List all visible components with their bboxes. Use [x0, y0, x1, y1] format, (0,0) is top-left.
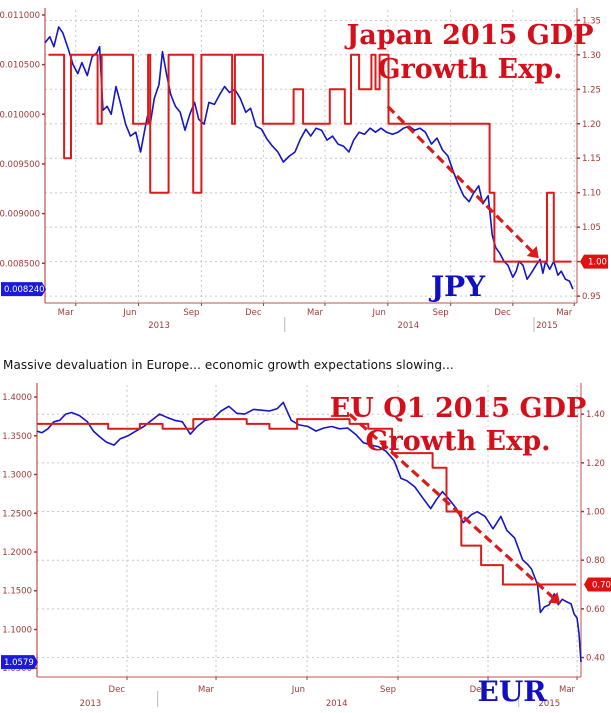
right-axis-tick-label: 1.25: [582, 85, 601, 95]
x-axis-tick-label: Dec: [494, 308, 511, 318]
gdp-expectation-line: [37, 418, 577, 586]
x-axis-tick-label: Dec: [109, 685, 126, 695]
right-axis-tick-label: 1.40: [586, 410, 605, 420]
chart-title-line2: Growth Exp.: [378, 54, 563, 85]
left-axis-tick-label: 1.3000: [2, 471, 32, 481]
left-axis-tick-label: 1.0500: [2, 664, 32, 674]
x-axis-year-label: 2015: [539, 699, 561, 709]
x-axis-year-label: 2014: [326, 699, 348, 709]
right-axis-tick-label: 1.35: [582, 16, 601, 26]
chart-title-line1: EU Q1 2015 GDP: [330, 393, 587, 424]
last-value-badge-left: [1, 655, 38, 670]
x-axis-tick-label: Mar: [307, 308, 324, 318]
trend-arrow-head: [548, 592, 561, 604]
x-axis-tick-label: Mar: [556, 308, 573, 318]
left-axis-tick-label: 0.008500: [0, 259, 40, 269]
jpy-chart: 0.008500 0.009000 0.009500 0.010000 0.010500…: [0, 0, 611, 332]
last-value-left-text: 1.0579: [4, 658, 34, 668]
x-axis-tick-label: Dec: [470, 685, 487, 695]
x-axis-year-label: 2013: [148, 321, 170, 331]
x-axis-year-label: 2015: [536, 321, 558, 331]
left-axis-tick-label: 1.4000: [2, 393, 32, 403]
left-axis-tick-label: 0.010500: [0, 61, 40, 71]
chart-title-line1: Japan 2015 GDP: [345, 20, 594, 51]
caption-text: Massive devaluation in Europe... economi…: [3, 358, 454, 372]
trend-arrow-head: [526, 246, 539, 259]
x-axis-tick-label: Jun: [122, 308, 136, 318]
x-axis-tick-label: Mar: [58, 308, 75, 318]
chart-title-line2: Growth Exp.: [366, 426, 551, 457]
last-value-left-text: 0.008240: [4, 285, 45, 295]
x-axis-tick-label: Sep: [380, 685, 396, 695]
fx-rate-line: [36, 401, 582, 663]
right-axis-tick-label: 0.60: [586, 605, 605, 615]
right-axis-tick-label: 0.95: [582, 292, 601, 302]
jpy-chart-svg: 0.008500 0.009000 0.009500 0.010000 0.010500…: [0, 8, 608, 332]
eur-chart: 1.0500 1.1000 1.1500 1.2000 1.2500 1.3000 1.35…: [0, 380, 611, 713]
left-axis-tick-label: 1.3500: [2, 432, 32, 442]
right-axis-tick-label: 1.10: [582, 189, 601, 199]
x-axis-tick-label: Jun: [291, 685, 305, 695]
last-value-badge-right: [584, 577, 611, 592]
right-axis-tick-label: 1.20: [582, 120, 601, 130]
x-axis-tick-label: Sep: [183, 308, 199, 318]
x-axis-tick-label: Mar: [559, 685, 576, 695]
x-axis-year-label: 2013: [80, 699, 102, 709]
currency-label: EUR: [477, 675, 547, 708]
left-axis-tick-label: 1.2500: [2, 509, 32, 519]
left-axis-tick-label: 1.2000: [2, 548, 32, 558]
left-axis-tick-label: 0.009500: [0, 160, 40, 170]
gdp-expectation-line: [48, 53, 572, 263]
right-axis-tick-label: 0.80: [586, 556, 605, 566]
left-axis-tick-label: 0.009000: [0, 210, 40, 220]
trend-arrow-line: [348, 413, 554, 599]
right-axis-tick-label: 1.20: [586, 459, 605, 469]
last-value-badge-left: [1, 282, 46, 297]
right-axis-tick-label: 1.30: [582, 51, 601, 61]
x-axis-tick-label: Jun: [372, 308, 386, 318]
right-axis-tick-label: 1.05: [582, 223, 601, 233]
left-axis-tick-label: 0.010000: [0, 110, 40, 120]
x-axis-tick-label: Sep: [433, 308, 449, 318]
eur-chart-svg: 1.0500 1.1000 1.1500 1.2000 1.2500 1.3000 1.35…: [1, 383, 611, 709]
left-axis-tick-label: 0.011000: [0, 11, 40, 21]
last-value-right-text: 0.70: [592, 581, 611, 591]
last-value-badge-right: [580, 254, 608, 269]
x-axis-tick-label: Dec: [245, 308, 262, 318]
left-axis-tick-label: 1.1000: [2, 625, 32, 635]
x-axis-year-label: 2014: [397, 321, 419, 331]
fx-rate-line: [44, 26, 574, 290]
right-axis-tick-label: 0.40: [586, 654, 605, 664]
currency-label: JPY: [428, 270, 486, 303]
right-axis-tick-label: 1.00: [586, 508, 605, 518]
x-axis-tick-label: Mar: [198, 685, 215, 695]
right-axis-tick-label: 1.15: [582, 154, 601, 164]
last-value-right-text: 1.00: [588, 258, 607, 268]
left-axis-tick-label: 1.1500: [2, 587, 32, 597]
trend-arrow-line: [386, 105, 533, 253]
